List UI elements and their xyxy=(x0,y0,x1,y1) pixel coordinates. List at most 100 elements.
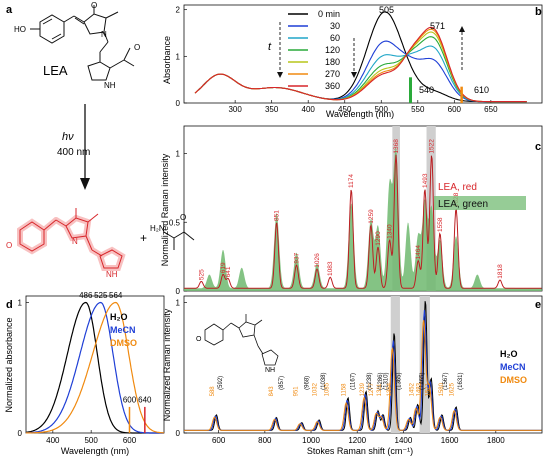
photo-arrowhead xyxy=(80,178,90,190)
peak-label-c: 525 xyxy=(198,269,205,280)
arrowhead-3 xyxy=(459,26,465,32)
ytick-label-c: 0 xyxy=(176,287,181,296)
ytick-label-b: 1 xyxy=(176,52,181,61)
atom-h2n: H₂N xyxy=(150,224,165,233)
xtick-label-e: 1000 xyxy=(302,436,320,445)
inset-structure xyxy=(204,314,279,366)
lea-structure xyxy=(30,5,135,81)
legend-b-label: 120 xyxy=(325,45,340,55)
line-b-series xyxy=(194,26,527,103)
atom-o-amide: O xyxy=(180,213,186,222)
peak-label-d: 525 xyxy=(94,291,108,300)
peak-label-e-dmso: 1158 xyxy=(342,383,348,397)
peak-label-571: 571 xyxy=(430,21,445,31)
peak-label-c: 1368 xyxy=(393,139,400,154)
arrowhead-1 xyxy=(277,72,283,78)
legend-c: LEA, red LEA, green xyxy=(434,182,526,210)
ytick-label-c: 1 xyxy=(176,150,181,159)
peak-label-e-dmso: 1085 xyxy=(325,382,331,396)
ylabel-e: Normalized Raman intensity xyxy=(162,308,172,421)
peak-label-e-dmso: 1032 xyxy=(312,382,318,396)
legend-lea-red: LEA, red xyxy=(438,182,477,193)
xtick-label-e: 1800 xyxy=(487,436,505,445)
axes-d xyxy=(25,295,165,434)
peak-label-c: 1026 xyxy=(314,253,321,268)
atom-o-anion: O xyxy=(6,241,12,250)
ticks-b: 300 350 400 450 500 550 600 650 0 1 2 xyxy=(176,6,499,114)
atom-ho: HO xyxy=(14,25,26,34)
xtick-label-e: 1400 xyxy=(395,436,413,445)
legend-b-label: 270 xyxy=(325,69,340,79)
line-d-series xyxy=(26,301,165,434)
legend-b-label: 0 min xyxy=(318,9,340,19)
legend-b: 0 min 30 60 120 180 270 360 xyxy=(288,9,340,91)
atom-o2: O xyxy=(134,43,140,52)
peak-label-c: 1493 xyxy=(422,173,429,188)
peak-label-e-dmso: 843 xyxy=(269,386,275,397)
peak-label-540: 540 xyxy=(419,85,434,95)
peak-label-e-h2o: (1038) xyxy=(321,373,327,390)
line-d-series xyxy=(25,301,164,434)
legend-d-mecn: MeCN xyxy=(110,325,136,335)
trend-arrows-b xyxy=(279,22,463,74)
peak-label-e-h2o: (592) xyxy=(218,376,224,390)
line-e-series xyxy=(184,320,542,431)
atom-o1: O xyxy=(91,1,97,10)
ytick-label-b: 2 xyxy=(176,6,181,15)
peak-label-c: 1818 xyxy=(497,264,504,279)
xtick-label-d: 400 xyxy=(46,436,60,445)
peak-label-c: 1522 xyxy=(429,139,436,154)
peak-label-e-dmso: 1277 xyxy=(369,382,375,396)
series-b xyxy=(194,11,527,103)
inset-o-anion: O xyxy=(196,336,202,343)
peak-label-e-dmso: 1625 xyxy=(449,382,455,396)
peak-label-c: 1340 xyxy=(387,224,394,239)
xtick-label-b: 600 xyxy=(448,105,462,114)
peak-label-e-dmso: 951 xyxy=(294,386,300,397)
ytick-label-d: 1 xyxy=(18,299,23,308)
peak-label-c: 1464 xyxy=(415,245,422,260)
legend-b-label: 180 xyxy=(325,57,340,67)
area-lea-green xyxy=(184,146,542,291)
peak-label-e-dmso: 588 xyxy=(210,386,216,397)
ylabel-c: Normalized Raman intensity xyxy=(160,153,170,266)
xtick-label-b: 450 xyxy=(338,105,352,114)
legend-e-dmso: DMSO xyxy=(500,375,527,385)
panel-label-c: c xyxy=(535,141,541,153)
peak-label-d: 486 xyxy=(79,291,93,300)
panel-label-a: a xyxy=(6,4,13,16)
peak-label-e-h2o: (1465) xyxy=(419,373,425,390)
ytick-label-c: 0.5 xyxy=(169,218,181,227)
legend-e: H₂O MeCN DMSO xyxy=(500,349,527,385)
peak-label-e-dmso: 1483 xyxy=(417,382,423,396)
peak-label-e-h2o: (1286) xyxy=(378,373,384,390)
peak-label-c: 937 xyxy=(293,252,300,263)
panel-b: b Absorbance Wavelength (nm) 300 350 400 45… xyxy=(162,4,543,119)
peak-label-e-h2o: (1365) xyxy=(396,373,402,390)
legend-b-label: 30 xyxy=(330,21,340,31)
xtick-label-d: 500 xyxy=(84,436,98,445)
xlabel-e: Stokes Raman shift (cm⁻¹) xyxy=(307,446,413,456)
arrowhead-2 xyxy=(351,72,357,78)
peak-label-d: 600 xyxy=(123,395,137,404)
peak-label-c: 619 xyxy=(220,262,227,273)
peak-label-c: 641 xyxy=(225,266,232,277)
xtick-label-e: 800 xyxy=(258,436,272,445)
inset-nh: NH xyxy=(265,367,275,374)
peak-label-d: 564 xyxy=(109,291,123,300)
legend-lea-green: LEA, green xyxy=(438,199,488,210)
peak-label-e-dmso: 1452 xyxy=(409,382,415,396)
xtick-label-b: 500 xyxy=(375,105,389,114)
line-d-series xyxy=(26,301,164,434)
legend-e-h2o: H₂O xyxy=(500,349,518,359)
peak-label-c: 1290 xyxy=(375,231,382,246)
legend-b-label: 60 xyxy=(330,33,340,43)
series-e: 600 800 1000 1200 1400 1600 1800 0 1 588 843 951 103… xyxy=(176,296,542,445)
peak-label-e-dmso: 1521 xyxy=(425,382,431,396)
peak-label-e-h2o: (1238) xyxy=(367,373,373,390)
panel-c: c Normalized Raman intensity 0 0.5 1 525 619… xyxy=(160,125,543,296)
peak-label-e-dmso: 1239 xyxy=(360,382,366,396)
xtick-label-e: 1600 xyxy=(441,436,459,445)
line-lea-red-dark xyxy=(184,154,542,289)
